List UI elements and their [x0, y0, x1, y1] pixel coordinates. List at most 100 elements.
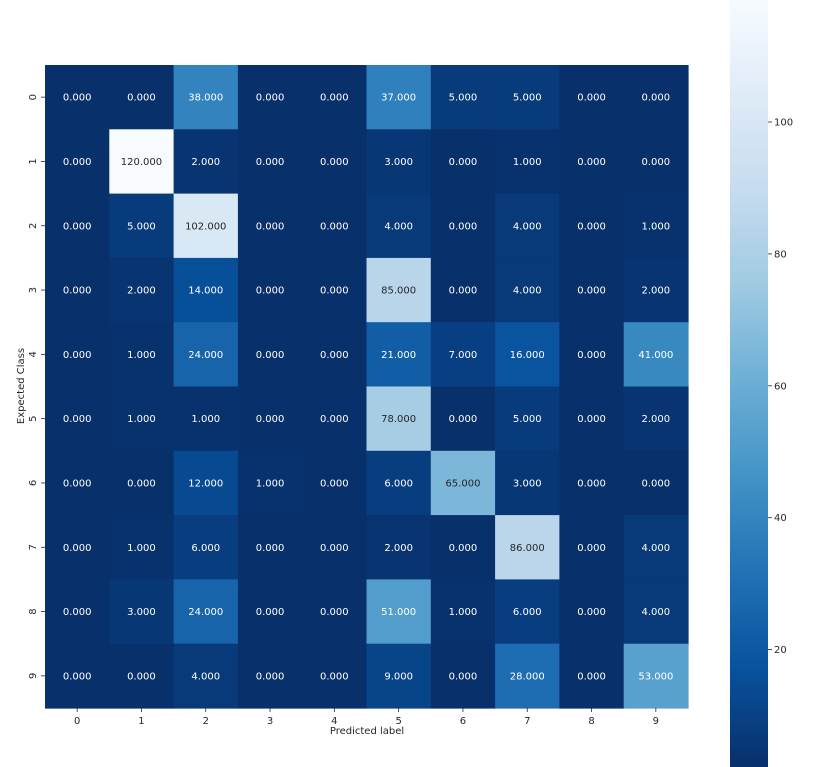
cell-value-label: 0.000: [320, 350, 349, 361]
cell-value-label: 6.000: [191, 543, 220, 554]
cell-value-label: 86.000: [510, 543, 545, 554]
heatmap-cell: [559, 450, 625, 516]
y-tick-label: 6: [28, 480, 39, 486]
colorbar: [730, 0, 768, 767]
heatmap-cell: [623, 579, 689, 645]
heatmap-cell: [430, 322, 496, 388]
heatmap-cell: [45, 386, 110, 452]
cell-value-label: 5.000: [513, 414, 542, 425]
heatmap-cell: [495, 193, 560, 259]
cell-value-label: 0.000: [642, 93, 671, 104]
heatmap-cell: [237, 386, 303, 452]
heatmap-cell: [109, 322, 175, 388]
heatmap-cell: [559, 129, 625, 195]
cell-value-label: 3.000: [513, 478, 542, 489]
heatmap-cell: [302, 386, 368, 452]
heatmap-cell: [45, 322, 110, 388]
heatmap-cell: [173, 193, 239, 259]
heatmap-cell: [366, 257, 432, 323]
heatmap-cell: [495, 643, 560, 709]
heatmap-cell: [302, 579, 368, 645]
heatmap-cell: [45, 450, 110, 516]
cell-value-label: 0.000: [63, 350, 92, 361]
cell-value-label: 0.000: [577, 607, 606, 618]
cell-value-label: 0.000: [256, 286, 285, 297]
heatmap-cell: [45, 129, 110, 195]
heatmap-cell: [302, 450, 368, 516]
cell-value-label: 0.000: [320, 671, 349, 682]
cell-value-label: 0.000: [256, 414, 285, 425]
heatmap-cell: [173, 65, 239, 130]
cell-value-label: 0.000: [320, 543, 349, 554]
x-tick-label: 3: [267, 716, 273, 727]
cell-value-label: 5.000: [513, 93, 542, 104]
heatmap-cell: [495, 386, 560, 452]
y-tick-label: 2: [28, 223, 39, 229]
y-tick-label: 0: [28, 94, 39, 100]
heatmap-cell: [430, 193, 496, 259]
cell-value-label: 0.000: [63, 478, 92, 489]
cell-value-label: 5.000: [127, 221, 156, 232]
heatmap-cell: [366, 322, 432, 388]
heatmap-cell: [237, 193, 303, 259]
heatmap-cell: [109, 193, 175, 259]
y-tick-label: 8: [28, 608, 39, 614]
heatmap-cell: [45, 643, 110, 709]
heatmap-cell: [559, 643, 625, 709]
cell-value-label: 6.000: [384, 478, 413, 489]
cell-value-label: 0.000: [577, 93, 606, 104]
heatmap-cell: [173, 386, 239, 452]
heatmap-cell: [623, 257, 689, 323]
heatmap-cell: [237, 65, 303, 130]
cell-value-label: 4.000: [384, 221, 413, 232]
heatmap-cell: [237, 579, 303, 645]
heatmap-cell: [623, 322, 689, 388]
cell-value-label: 37.000: [381, 93, 416, 104]
cell-value-label: 0.000: [63, 93, 92, 104]
heatmap-cell: [623, 129, 689, 195]
colorbar-ticks: 20 40 60 80 100: [768, 118, 793, 656]
cell-value-label: 0.000: [577, 221, 606, 232]
heatmap-cell: [302, 322, 368, 388]
heatmap-cell: [302, 65, 368, 130]
heatmap-cell: [45, 579, 110, 645]
cell-value-label: 4.000: [191, 671, 220, 682]
cell-value-label: 0.000: [127, 93, 156, 104]
y-tick-label: 3: [28, 287, 39, 293]
heatmap-cell: [173, 450, 239, 516]
heatmap-cell: [623, 386, 689, 452]
heatmap-cell: [430, 257, 496, 323]
cell-value-label: 0.000: [63, 607, 92, 618]
heatmap-cell: [430, 129, 496, 195]
heatmap-cell: [109, 129, 175, 195]
heatmap-cell: [366, 579, 432, 645]
cell-value-label: 0.000: [63, 671, 92, 682]
cell-value-label: 2.000: [127, 286, 156, 297]
cell-value-label: 2.000: [384, 543, 413, 554]
heatmap-cell: [173, 515, 239, 580]
x-axis-ticks: 0 1 2 3 4 5 6 7 8 9: [74, 708, 659, 727]
heatmap-cell: [302, 193, 368, 259]
cell-value-label: 0.000: [577, 286, 606, 297]
cell-value-label: 0.000: [256, 221, 285, 232]
heatmap-cell: [45, 257, 110, 323]
heatmap-cell: [430, 579, 496, 645]
cell-value-label: 0.000: [449, 671, 478, 682]
cell-value-label: 0.000: [320, 414, 349, 425]
cell-value-label: 4.000: [513, 286, 542, 297]
heatmap-cell: [237, 322, 303, 388]
heatmap-cell: [366, 450, 432, 516]
heatmap-cell: [302, 257, 368, 323]
heatmap-cell: [109, 515, 175, 580]
heatmap-cell: [173, 129, 239, 195]
heatmap-cell: [430, 386, 496, 452]
cell-value-label: 4.000: [642, 607, 671, 618]
cell-value-label: 2.000: [191, 157, 220, 168]
heatmap-cell: [45, 515, 110, 580]
cell-value-label: 0.000: [449, 543, 478, 554]
cell-value-label: 0.000: [449, 157, 478, 168]
cell-value-label: 78.000: [381, 414, 416, 425]
cell-value-label: 0.000: [320, 93, 349, 104]
heatmap-cell: [109, 450, 175, 516]
